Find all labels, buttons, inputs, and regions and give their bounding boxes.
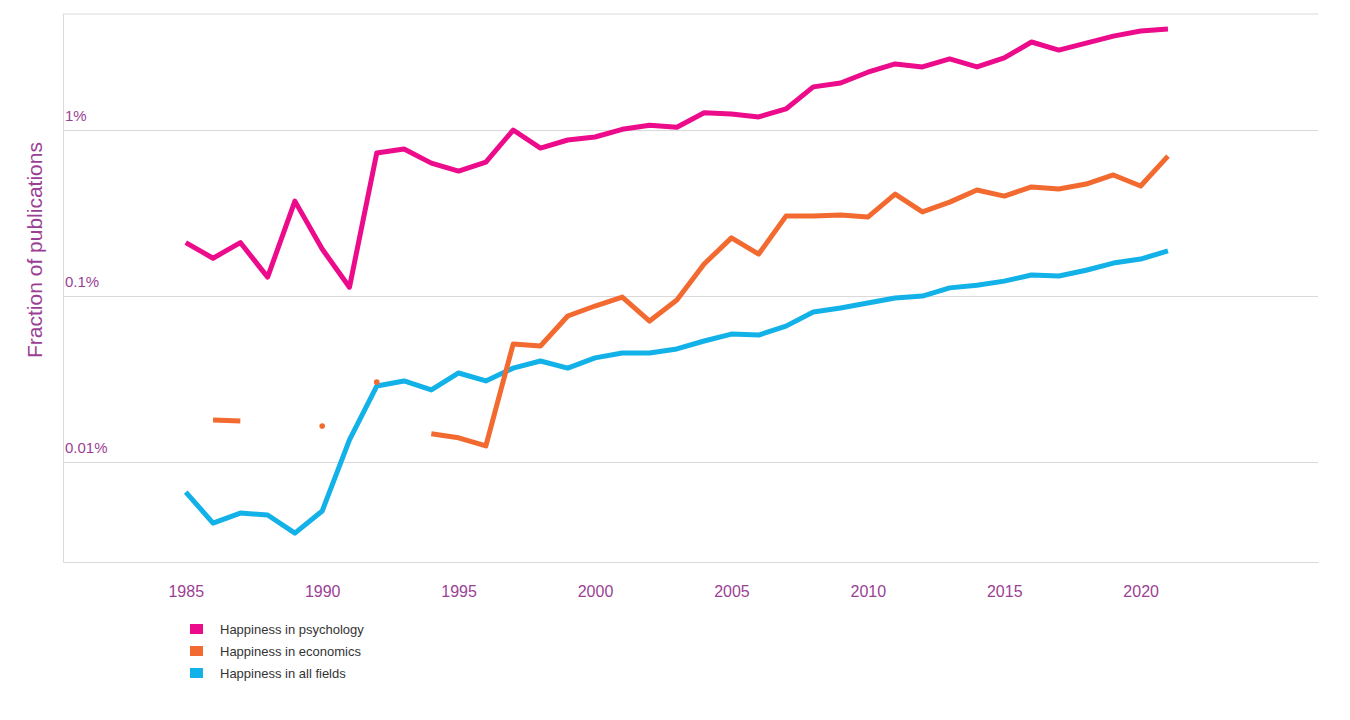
- x-tick-label: 1990: [305, 583, 341, 600]
- legend-label: Happiness in psychology: [220, 622, 364, 637]
- y-axis-line: [63, 15, 64, 563]
- legend-swatch: [190, 624, 203, 634]
- y-tick: 0.01%: [63, 439, 1318, 463]
- y-tick-label: 1%: [65, 107, 87, 124]
- x-tick-label: 2015: [987, 583, 1023, 600]
- y-axis: 0.01% 0.1% 1%: [63, 15, 1318, 563]
- chart: 0.01% 0.1% 1% 1985 1990 1995 2000 2005 2010 2015 2…: [0, 0, 1350, 720]
- x-tick: 1985: [168, 562, 204, 600]
- series-line: [186, 251, 1168, 533]
- x-axis: 1985 1990 1995 2000 2005 2010 2015 2020: [64, 562, 1319, 600]
- series-point: [374, 379, 380, 385]
- grid-line: [63, 130, 1318, 131]
- legend-swatch: [190, 668, 203, 678]
- x-tick-label: 2020: [1123, 583, 1159, 600]
- series-line: [213, 156, 1168, 446]
- plot-frame-top: [63, 14, 1318, 15]
- x-axis-line: [64, 562, 1319, 563]
- legend-label: Happiness in all fields: [220, 666, 346, 681]
- legend: Happiness in psychology Happiness in econ…: [190, 622, 364, 681]
- x-tick-label: 1995: [441, 583, 477, 600]
- x-tick: 2010: [851, 562, 887, 600]
- x-tick-label: 2000: [578, 583, 614, 600]
- legend-label: Happiness in economics: [220, 644, 361, 659]
- x-tick: 2000: [578, 562, 614, 600]
- grid-line: [63, 462, 1318, 463]
- legend-swatch: [190, 646, 203, 656]
- x-tick-label: 2010: [851, 583, 887, 600]
- plot-area: [186, 29, 1168, 533]
- x-tick-label: 1985: [168, 583, 204, 600]
- x-tick: 1995: [441, 562, 477, 600]
- x-tick: 2015: [987, 562, 1023, 600]
- series-point: [319, 423, 325, 429]
- x-tick: 2020: [1123, 562, 1159, 600]
- y-tick-label: 0.01%: [65, 439, 108, 456]
- y-axis-title: Fraction of publications: [23, 142, 46, 358]
- x-tick-label: 2005: [714, 583, 750, 600]
- y-tick-label: 0.1%: [65, 273, 99, 290]
- x-tick: 2005: [714, 562, 750, 600]
- x-tick: 1990: [305, 562, 341, 600]
- grid-line: [63, 296, 1318, 297]
- series-line: [186, 29, 1168, 287]
